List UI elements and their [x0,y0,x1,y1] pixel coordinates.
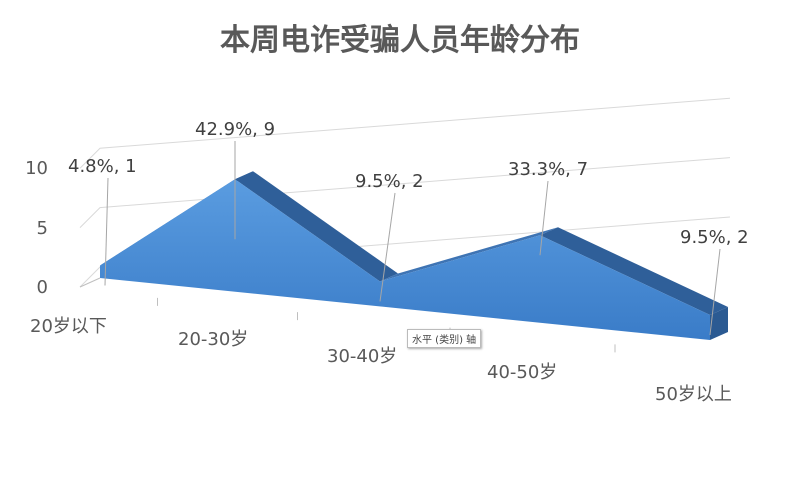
y-tick-label: 10 [25,158,48,179]
x-tick-label[interactable]: 20岁以下 [30,316,107,337]
chart-title: 本周电诈受骗人员年龄分布 [220,23,580,58]
leader-line [709,248,721,336]
area-top-face [380,227,558,282]
area-top-face [235,171,398,282]
area-series [100,171,728,340]
x-tick-label[interactable]: 20-30岁 [178,329,248,350]
axis-line [79,277,101,288]
y-axis-ticks: 0 5 10 [25,158,48,298]
data-label: 9.5%, 2 [355,171,424,192]
data-label: 33.3%, 7 [508,159,588,180]
x-tick-label[interactable]: 30-40岁 [327,346,397,367]
data-label: 42.9%, 9 [195,119,275,140]
y-tick-label: 0 [37,277,48,298]
gridline [79,97,731,169]
gridline [79,157,731,228]
data-labels: 4.8%, 1 42.9%, 9 9.5%, 2 33.3%, 7 9.5%, 2 [68,119,749,336]
x-tick-label[interactable]: 40-50岁 [487,362,557,383]
axis-tooltip: 水平 (类别) 轴 [407,329,482,348]
data-label: 4.8%, 1 [68,156,137,177]
x-axis-ticks[interactable]: 20岁以下 20-30岁 30-40岁 40-50岁 50岁以上 [30,297,732,405]
y-tick-label: 5 [37,218,48,239]
area-side-face [710,307,728,340]
leader-line [379,192,396,302]
area-front-face [100,179,710,340]
x-tick-label[interactable]: 50岁以上 [655,384,732,405]
area-top-face [540,227,728,315]
leader-line [104,177,109,286]
data-label: 9.5%, 2 [680,227,749,248]
leader-line [539,180,549,256]
